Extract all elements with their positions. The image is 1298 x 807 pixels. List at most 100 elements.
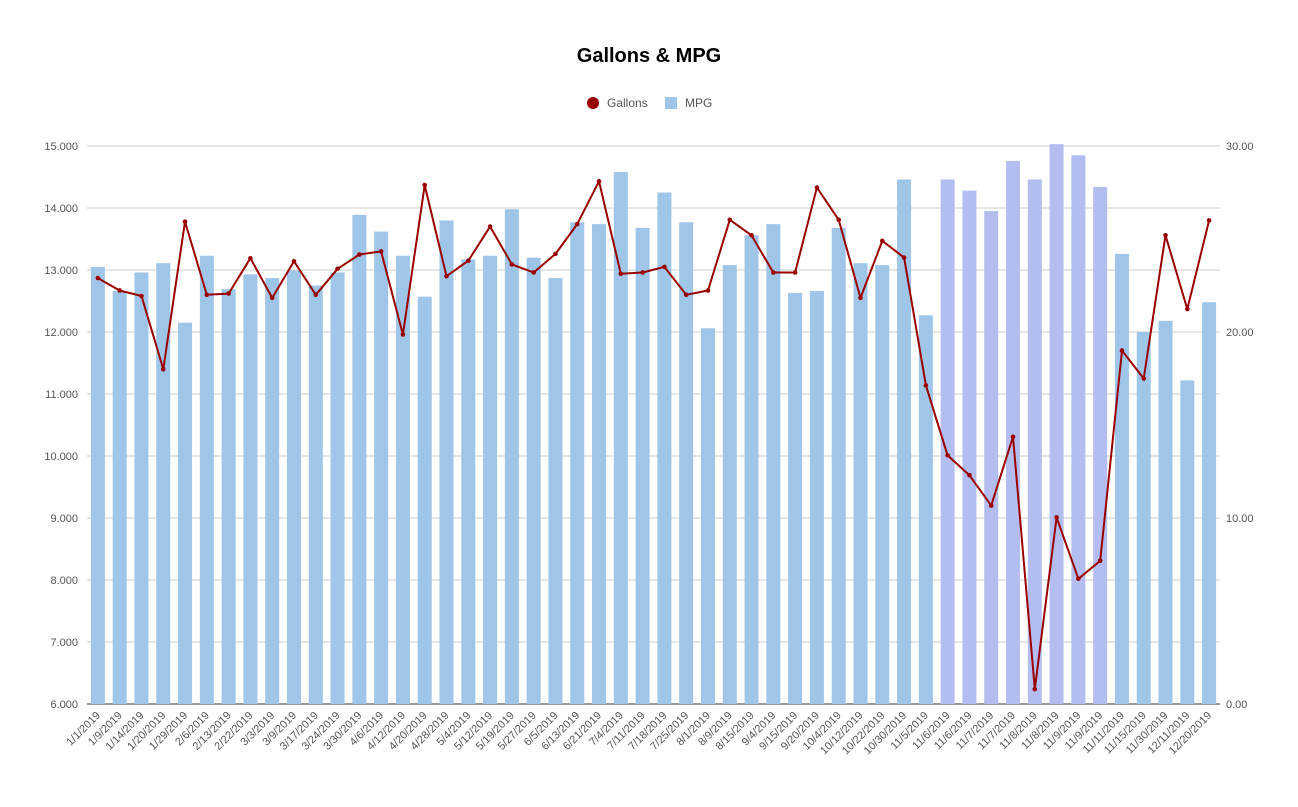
mpg-bar (766, 224, 781, 704)
gallons-point (923, 383, 929, 388)
gallons-point (792, 270, 798, 275)
mpg-bar (483, 255, 498, 705)
y-right-tick-label: 30.00 (1226, 141, 1254, 153)
mpg-bar (134, 272, 149, 704)
y-left-tick-label: 11.000 (45, 389, 78, 401)
gallons-point (814, 185, 820, 190)
gallons-point (182, 219, 188, 224)
mpg-bar (744, 235, 759, 704)
mpg-bar (635, 227, 650, 704)
gallons-point (1119, 348, 1125, 353)
mpg-bar (439, 220, 454, 704)
mpg-bar (722, 265, 737, 704)
gallons-point (139, 293, 144, 299)
gallons-line-layer (95, 179, 1212, 692)
gallons-point (683, 292, 689, 298)
mpg-bar (221, 289, 236, 704)
chart-title: Gallons & MPG (577, 45, 721, 67)
gallons-point (1141, 376, 1147, 381)
gallons-point (1097, 558, 1103, 564)
mpg-bar (243, 274, 258, 704)
gallons-point (879, 238, 885, 244)
gallons-point (640, 270, 645, 275)
mpg-bar (199, 255, 214, 705)
gallons-point (618, 271, 624, 277)
mpg-bar (570, 222, 585, 704)
mpg-bar (962, 190, 977, 704)
y-right-tick-label: 0.00 (1226, 699, 1247, 711)
gallons-point (378, 249, 384, 254)
mpg-bar (1027, 179, 1042, 705)
gallons-point (204, 292, 210, 298)
y-left-tick-label: 12.000 (44, 327, 78, 339)
gallons-point (509, 262, 515, 267)
mpg-bar (657, 192, 672, 704)
gallons-point (357, 252, 362, 257)
gallons-point (335, 266, 340, 272)
gallons-point (531, 270, 536, 275)
gallons-point (117, 288, 122, 293)
mpg-bar (461, 259, 476, 704)
mpg-bar (853, 263, 868, 704)
gallons-point (291, 259, 297, 264)
mpg-bar (308, 285, 323, 704)
mpg-bar (1114, 253, 1129, 704)
y-axis-right: 0.00 10.00 20.00 30.00 (1226, 141, 1254, 711)
gallons-point (487, 224, 493, 229)
y-left-tick-label: 8.000 (50, 575, 78, 587)
gallons-point (1054, 515, 1059, 520)
gallons-point (1076, 576, 1081, 582)
mpg-bar (178, 322, 193, 704)
gallons-point (945, 453, 950, 458)
mpg-bar (788, 292, 803, 704)
gallons-point (465, 258, 471, 264)
mpg-bar (352, 214, 367, 704)
mpg-bar (940, 179, 955, 705)
gallons-point (226, 291, 231, 296)
mpg-bar (918, 315, 933, 704)
x-axis: 1/1/20191/9/20191/14/20191/20/20191/29/2… (64, 710, 1214, 757)
mpg-bar (374, 231, 389, 704)
mpg-bar (526, 257, 541, 704)
mpg-bar (1136, 332, 1151, 704)
gallons-point (444, 273, 449, 279)
y-left-tick-label: 14.000 (44, 203, 78, 215)
legend-mpg-label: MPG (685, 96, 712, 110)
y-axis-left: 6.000 7.000 8.000 9.000 10.000 11.000 12.000 13… (44, 141, 78, 711)
gallons-point (1206, 218, 1212, 223)
y-left-tick-label: 10.000 (44, 451, 78, 463)
y-left-tick-label: 9.000 (50, 513, 78, 525)
mpg-bar (548, 278, 563, 704)
mpg-bar (1071, 155, 1086, 705)
gallons-point (400, 332, 406, 337)
gallons-point (771, 270, 776, 275)
gallons-point (574, 221, 580, 227)
mpg-bar (831, 227, 846, 704)
mpg-bar (1006, 160, 1021, 704)
y-left-tick-label: 6.000 (50, 699, 78, 711)
gallons-point (836, 217, 842, 223)
gallons-point (988, 503, 994, 508)
mpg-bar (613, 172, 628, 705)
mpg-bar (395, 255, 410, 705)
gallons-point (1032, 686, 1038, 692)
gallons-point (967, 472, 972, 478)
y-right-tick-label: 20.00 (1226, 327, 1254, 339)
gallons-point (95, 275, 101, 281)
mpg-bar (112, 291, 127, 704)
gallons-point (160, 366, 166, 372)
mpg-bar (504, 209, 519, 705)
gallons-point (1185, 306, 1190, 312)
mpg-bar (809, 291, 824, 704)
mpg-bar (592, 224, 607, 704)
legend: Gallons MPG (587, 96, 712, 110)
gallons-point (596, 179, 602, 184)
gallons-point (1010, 434, 1016, 440)
mpg-bar (286, 270, 301, 704)
gallons-point (858, 295, 863, 301)
mpg-bar (156, 263, 171, 704)
gallons-point (662, 264, 667, 270)
mpg-bar (875, 265, 890, 704)
